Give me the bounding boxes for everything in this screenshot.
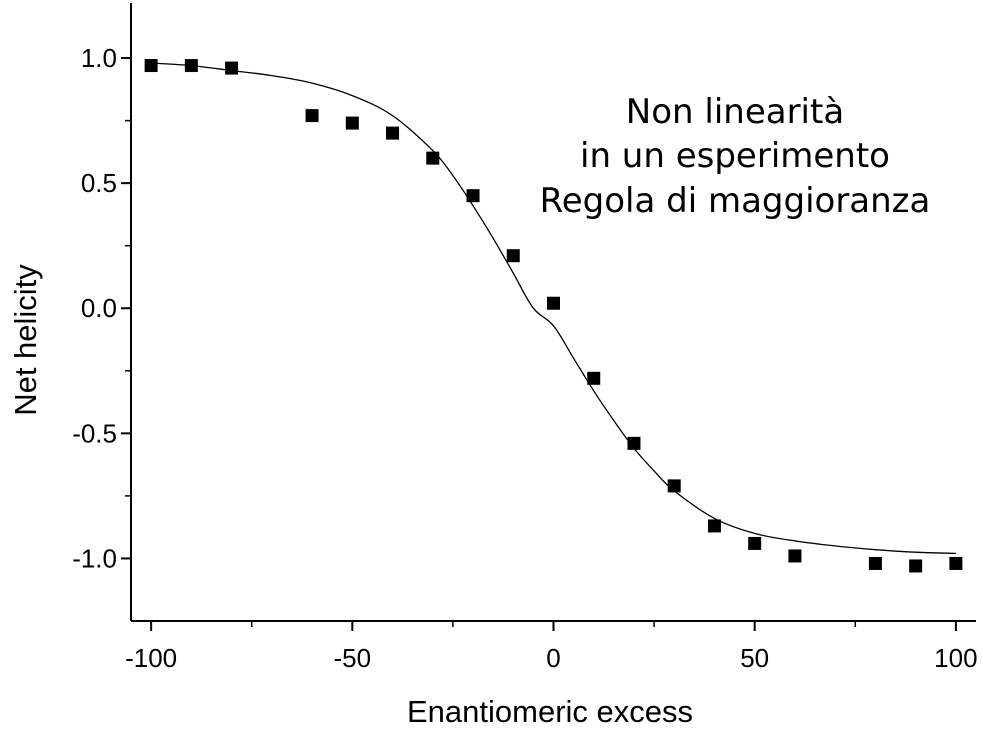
data-point <box>144 59 158 73</box>
y-tick-label: -1.0 <box>72 543 117 573</box>
data-point <box>587 371 601 385</box>
tick-labels: -100 -50 0 50 100 1.0 0.5 0.0 -0.5 -1.0 <box>72 43 977 673</box>
data-point <box>909 559 923 573</box>
x-tick-label: -50 <box>334 643 372 673</box>
data-point <box>426 151 440 165</box>
annotation-line-1: Non linearità <box>626 92 844 132</box>
data-point <box>547 296 560 310</box>
data-point <box>506 249 520 263</box>
data-point <box>386 126 400 140</box>
y-tick-label: 0.5 <box>81 168 117 198</box>
data-point <box>184 59 198 73</box>
annotation-line-3: Regola di maggioranza <box>540 181 931 221</box>
y-tick-label: -0.5 <box>72 418 117 448</box>
x-tick-label: 100 <box>934 643 977 673</box>
data-point <box>667 479 681 493</box>
x-tick-label: -100 <box>125 643 177 673</box>
data-point <box>225 61 239 75</box>
x-tick-label: 50 <box>740 643 769 673</box>
data-point <box>305 109 319 123</box>
data-point <box>868 556 882 570</box>
data-point <box>466 189 480 203</box>
x-axis-title: Enantiomeric excess <box>407 694 693 729</box>
x-tick-label: 0 <box>546 643 560 673</box>
ticks <box>121 57 957 631</box>
data-points <box>144 59 963 573</box>
y-tick-label: 1.0 <box>81 43 117 73</box>
data-point <box>627 436 641 450</box>
data-point <box>949 556 963 570</box>
data-point <box>788 549 802 563</box>
fit-curve <box>151 62 956 555</box>
data-point <box>345 116 359 130</box>
annotation-line-2: in un esperimento <box>580 136 890 176</box>
axes <box>130 3 976 622</box>
data-point <box>748 536 762 550</box>
fit-line <box>151 62 956 555</box>
y-tick-label: 0.0 <box>81 293 117 323</box>
y-axis-title: Net helicity <box>8 264 43 416</box>
data-point <box>707 519 721 533</box>
